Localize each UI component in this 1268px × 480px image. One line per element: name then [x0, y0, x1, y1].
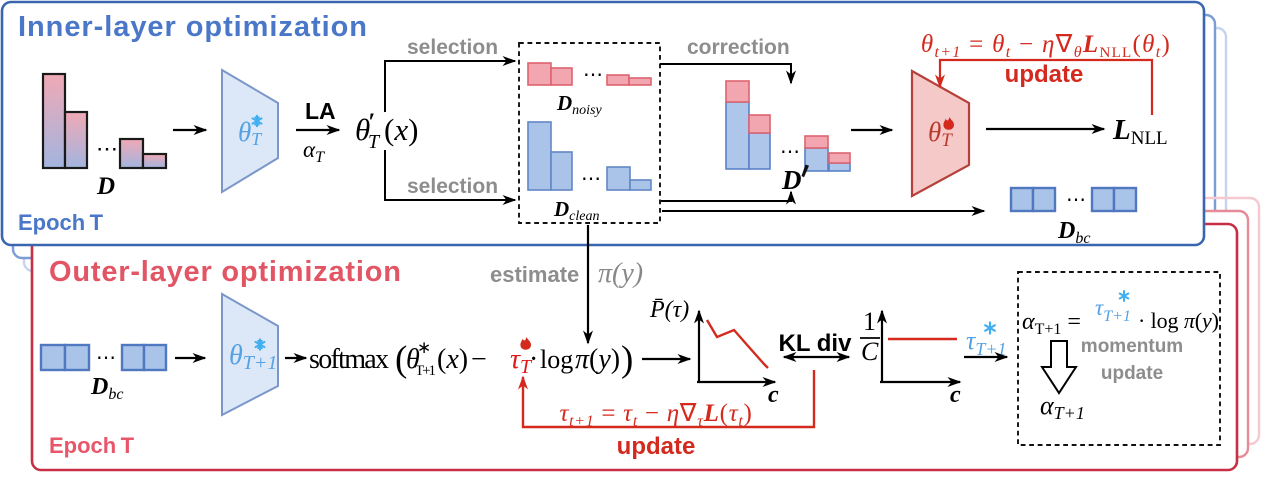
svg-text:⋯: ⋯ — [780, 141, 800, 163]
svg-text:θT: θT — [238, 117, 263, 149]
svg-text:θt+1 = θt − η∇θLNLL(θt): θt+1 = θt − η∇θLNLL(θt) — [921, 31, 1171, 61]
svg-text:−: − — [471, 344, 487, 375]
svg-text:): ) — [621, 339, 633, 380]
svg-text:P̄(τ): P̄(τ) — [649, 297, 689, 323]
svg-text:∗: ∗ — [417, 338, 431, 357]
svg-text:(x): (x) — [437, 344, 468, 375]
svg-text:(x): (x) — [384, 112, 418, 147]
svg-text:update: update — [1101, 363, 1163, 384]
svg-text:π(y): π(y) — [575, 344, 620, 375]
svg-text:Epoch T: Epoch T — [18, 210, 104, 235]
svg-text:Inner-layer optimization: Inner-layer optimization — [18, 11, 368, 43]
svg-text:estimate: estimate — [490, 262, 579, 287]
svg-text:Dclean: Dclean — [553, 197, 600, 224]
svg-text:θ: θ — [406, 344, 420, 375]
svg-text:θT+1: θT+1 — [229, 340, 277, 374]
svg-text:T: T — [368, 131, 381, 153]
svg-text:momentum: momentum — [1081, 336, 1183, 357]
svg-text:c: c — [950, 382, 961, 408]
svg-text:update: update — [617, 433, 696, 460]
svg-text:⋯: ⋯ — [583, 64, 603, 86]
svg-text:·: · — [529, 344, 538, 375]
svg-text:KL div: KL div — [779, 330, 853, 357]
svg-text:⋯: ⋯ — [96, 347, 116, 369]
svg-text:selection: selection — [407, 36, 498, 59]
svg-text:(: ( — [395, 339, 407, 380]
svg-text:⋯: ⋯ — [1066, 189, 1086, 211]
svg-text:LA: LA — [305, 98, 336, 124]
svg-text:D: D — [781, 165, 802, 195]
svg-text:update: update — [1005, 61, 1084, 88]
svg-text:softmax: softmax — [309, 344, 389, 375]
svg-text:1: 1 — [863, 307, 876, 336]
svg-text:log: log — [540, 345, 573, 374]
svg-text:T+1: T+1 — [415, 363, 436, 379]
svg-text:⋯: ⋯ — [581, 168, 601, 190]
svg-text:D: D — [96, 173, 115, 200]
svg-text:Outer-layer optimization: Outer-layer optimization — [49, 256, 402, 288]
svg-text:· log π(y): · log π(y) — [1138, 308, 1219, 333]
svg-text:selection: selection — [407, 175, 498, 198]
svg-text:c: c — [768, 382, 779, 408]
svg-text:⋯: ⋯ — [96, 136, 118, 161]
svg-text:π(y): π(y) — [598, 258, 643, 289]
svg-text:′: ′ — [368, 109, 375, 136]
svg-text:correction: correction — [687, 36, 790, 59]
svg-text:θ: θ — [355, 112, 370, 147]
svg-text:C: C — [861, 337, 879, 366]
svg-text:Epoch T: Epoch T — [49, 433, 135, 458]
